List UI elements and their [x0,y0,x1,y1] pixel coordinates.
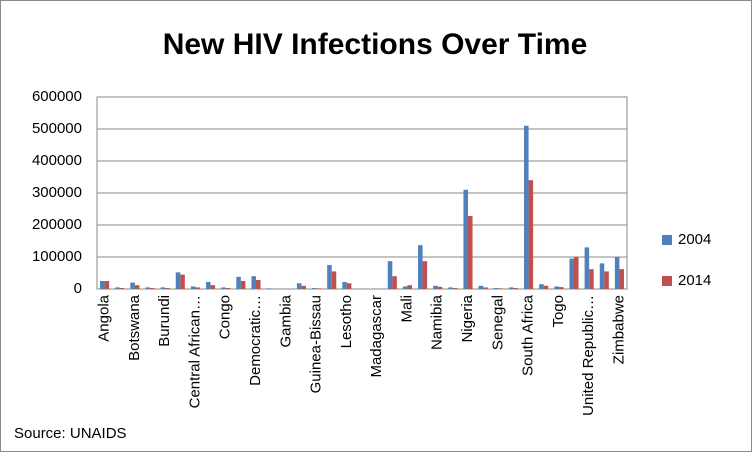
bar [240,281,246,289]
x-tick-label: Mali [398,295,415,323]
bar [498,288,503,289]
x-tick-label: Madagascar [368,295,385,378]
bar [387,261,393,289]
bar [599,263,605,289]
y-tick-label: 300000 [32,184,82,201]
y-tick-label: 500000 [32,120,82,137]
x-tick-label: United Republic… [580,295,597,416]
x-tick-label: Zimbabwe [610,295,627,364]
x-tick-label: Central African… [186,295,203,408]
bar [463,189,468,289]
bar [301,285,306,289]
bar [266,288,272,289]
bar [165,288,170,289]
bar [604,271,609,289]
bar [574,257,579,289]
bar [483,287,488,289]
bar [619,269,624,289]
x-tick-label: Botswana [126,294,143,361]
bar [316,288,322,289]
legend-label: 2004 [678,231,711,248]
bar [150,288,155,289]
bar [210,285,216,289]
bar [296,283,302,289]
bar [437,286,443,289]
legend-swatch [662,276,672,286]
chart-title: New HIV Infections Over Time [163,28,588,61]
x-tick-label: Guinea-Bissau [308,295,325,393]
bar [130,282,135,289]
x-tick-label: Namibia [429,294,446,350]
bar [251,276,256,289]
bar [256,280,261,289]
bar [418,245,423,289]
y-tick-label: 0 [74,280,82,297]
x-tick-label: Burundi [156,295,173,347]
source-note: Source: UNAIDS [14,425,127,442]
x-tick-label: Togo [550,295,567,328]
bar [206,281,211,289]
bar [346,283,352,289]
bar [478,285,484,289]
bar [554,286,559,289]
x-tick-label: Senegal [489,295,506,350]
x-tick-label: Congo [217,295,234,339]
bar [331,271,337,289]
bar [392,276,397,289]
bar [100,281,105,289]
bar [468,216,473,289]
y-tick-label: 200000 [32,216,82,233]
bar [422,261,428,289]
bar [569,258,574,289]
bar [236,276,241,289]
bar [160,287,166,289]
bar [493,288,499,289]
bar [589,269,594,289]
x-tick-label: South Africa [520,294,537,376]
legend-swatch [662,235,672,245]
bar [104,281,110,289]
bar [225,288,231,289]
bar [134,285,140,289]
bar [448,287,453,289]
bar [312,288,317,289]
bar [524,125,529,289]
y-tick-label: 600000 [32,88,82,105]
x-tick-label: Democratic… [247,295,264,386]
bar [145,287,150,289]
bar [513,288,518,289]
bar [402,286,408,289]
bar [539,284,544,289]
x-tick-label: Angola [96,294,113,341]
bar [614,257,620,289]
bar [175,272,181,289]
bar [528,180,534,289]
bar [543,285,549,289]
bar [558,287,564,289]
x-tick-label: Lesotho [338,295,355,348]
bar [407,285,412,289]
bar [342,281,347,289]
bar [584,247,590,289]
bar [180,274,185,289]
bar [221,287,226,289]
x-tick-label: Gambia [277,294,294,347]
bar [452,288,458,289]
y-tick-label: 400000 [32,152,82,169]
bar [190,286,196,289]
bar [327,265,332,289]
bar [195,287,200,289]
bar [508,287,514,289]
legend-label: 2014 [678,272,711,289]
x-tick-label: Nigeria [459,294,476,342]
bar [115,287,120,289]
bar [433,285,438,289]
bar [119,288,125,289]
y-tick-label: 100000 [32,248,82,265]
